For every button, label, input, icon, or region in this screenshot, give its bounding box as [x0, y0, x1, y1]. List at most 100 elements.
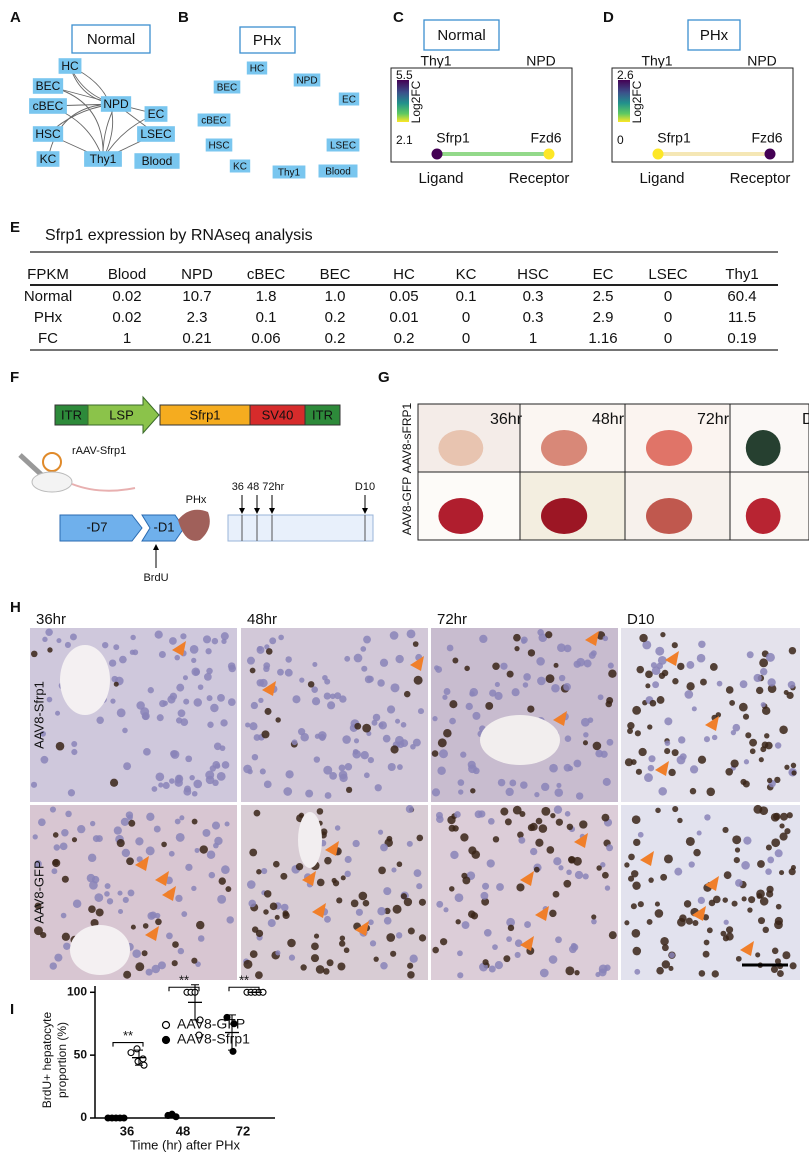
nucleus — [127, 889, 135, 897]
nucleus — [208, 871, 216, 879]
nucleus — [580, 717, 590, 727]
nucleus — [553, 857, 562, 866]
label: -D7 — [87, 519, 108, 534]
nucleus — [185, 863, 193, 871]
liver-icon — [178, 509, 210, 541]
nucleus — [482, 882, 490, 890]
nucleus — [177, 947, 185, 955]
nucleus — [363, 772, 370, 779]
nucleus — [395, 932, 403, 939]
label: Sfrp1 — [436, 130, 470, 146]
node-box — [197, 113, 231, 127]
nucleus — [34, 860, 42, 868]
table-header: cBEC — [247, 266, 286, 283]
nucleus — [175, 894, 183, 903]
nucleus — [132, 949, 142, 958]
nucleus — [676, 755, 686, 765]
nucleus — [40, 931, 47, 939]
nucleus — [395, 654, 404, 664]
nucleus — [632, 946, 642, 956]
nucleus — [30, 650, 38, 658]
nucleus — [221, 638, 227, 645]
nucleus — [177, 709, 186, 718]
nucleus — [608, 669, 617, 678]
nucleus — [489, 689, 497, 697]
nucleus — [550, 812, 556, 819]
nucleus — [608, 931, 617, 940]
nucleus — [598, 968, 607, 977]
nucleus — [145, 846, 155, 856]
nucleus — [227, 698, 236, 706]
nucleus — [274, 914, 280, 920]
nucleus — [774, 742, 782, 749]
nucleus — [383, 887, 392, 896]
nucleus — [67, 789, 76, 797]
nucleus — [354, 722, 362, 730]
label: 48hr — [592, 411, 625, 428]
nucleus — [191, 657, 197, 664]
nucleus — [121, 848, 131, 858]
nucleus — [386, 705, 396, 714]
arrowhead — [302, 871, 316, 886]
nucleus — [206, 667, 213, 675]
nucleus — [535, 838, 544, 847]
nucleus — [555, 818, 563, 826]
nucleus — [344, 855, 352, 863]
nucleus — [329, 693, 336, 700]
nucleus — [642, 640, 652, 650]
nucleus — [282, 910, 289, 917]
nucleus — [664, 748, 671, 755]
nucleus — [263, 780, 272, 789]
label: 2.1 — [396, 133, 413, 147]
nucleus — [632, 881, 641, 890]
nucleus — [391, 867, 397, 873]
nucleus — [117, 908, 124, 915]
nucleus — [117, 890, 123, 896]
nucleus — [583, 659, 592, 668]
arrowhead — [574, 833, 588, 848]
label: AAV8-sFRP1 — [400, 402, 414, 473]
table-cell: 0.3 — [523, 288, 544, 305]
liver — [745, 498, 781, 534]
node-box — [100, 96, 132, 112]
nucleus — [723, 871, 732, 880]
nucleus — [494, 691, 503, 701]
nucleus — [358, 891, 368, 901]
nucleus — [407, 927, 415, 935]
nucleus — [712, 895, 721, 904]
arrowhead — [520, 871, 534, 886]
liver — [745, 430, 781, 466]
label: Log2FC — [630, 80, 644, 123]
nucleus — [218, 877, 226, 885]
nucleus — [437, 766, 446, 775]
nucleus — [725, 767, 734, 776]
nucleus — [483, 928, 492, 937]
nucleus — [156, 714, 164, 722]
nucleus — [450, 850, 459, 860]
node-box — [84, 151, 122, 167]
nucleus — [213, 842, 219, 849]
receptor-dot — [764, 148, 776, 160]
nucleus — [789, 962, 797, 970]
nucleus — [374, 784, 382, 792]
nucleus — [511, 688, 520, 697]
table-header: HSC — [517, 266, 549, 283]
nucleus — [711, 970, 719, 978]
nucleus — [471, 850, 481, 859]
nucleus — [253, 734, 261, 741]
table-header: BEC — [320, 266, 351, 283]
label: ITR — [312, 407, 333, 422]
nucleus — [753, 804, 763, 814]
nucleus — [672, 806, 679, 813]
nucleus — [87, 853, 97, 863]
nucleus — [224, 821, 230, 827]
label: -D1 — [154, 519, 175, 534]
nucleus — [55, 710, 61, 716]
nucleus — [779, 870, 785, 876]
nucleus — [749, 738, 758, 747]
nucleus — [392, 904, 402, 914]
nucleus — [636, 665, 645, 674]
nucleus — [574, 969, 580, 976]
nucleus — [34, 902, 42, 910]
data-point — [229, 1047, 237, 1055]
